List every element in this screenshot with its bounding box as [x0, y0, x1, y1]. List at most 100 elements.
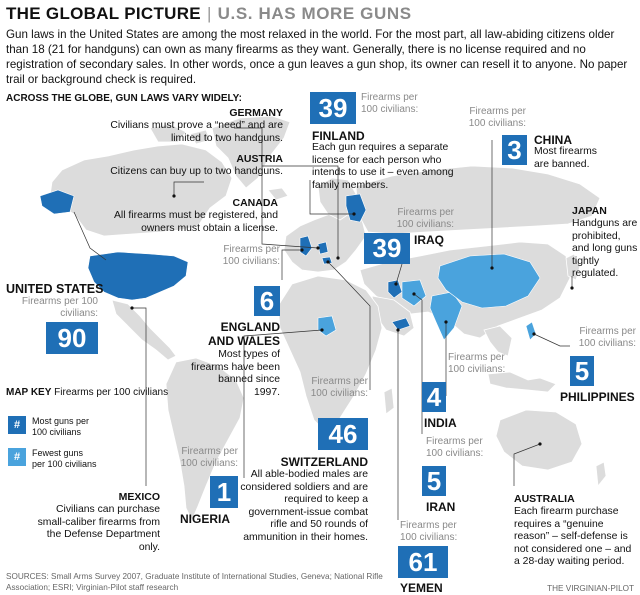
switzerland-value-box: 46	[318, 418, 368, 450]
philippines-name: PHILIPPINES	[560, 390, 635, 404]
austria-name: AUSTRIA	[236, 153, 283, 165]
map-key-most-label: Most guns per 100 civilians	[32, 416, 90, 437]
finland-desc: Each gun requires a separate license for…	[312, 142, 454, 191]
iraq-unit: Firearms per 100 civilians:	[396, 207, 454, 230]
finland-value-box: 39	[310, 92, 356, 124]
england-name-line2: AND WALES	[208, 334, 280, 348]
landmass-madagascar	[383, 387, 395, 415]
landmass-southeast-asia	[483, 325, 513, 357]
india-unit: Firearms per 100 civilians:	[448, 352, 506, 375]
leader-finland	[309, 180, 354, 215]
landmass-greenland	[211, 115, 291, 189]
england-desc: Most types of firearms have been banned …	[191, 349, 280, 398]
germany-desc: Civilians must prove a “need” and are li…	[110, 120, 283, 144]
canada-desc: All firearms must be registered, and own…	[113, 210, 278, 234]
country-yemen	[391, 317, 411, 331]
landmass-indonesia	[487, 371, 557, 393]
leader-austria	[262, 165, 339, 258]
leader-switzerland	[327, 261, 371, 390]
china-name: CHINA	[534, 133, 572, 147]
finland-name: FINLAND	[312, 129, 365, 143]
note-germany: GERMANY Civilians must prove a “need” an…	[93, 106, 283, 145]
iran-value-box: 5	[422, 466, 446, 496]
england-unit: Firearms per 100 civilians:	[222, 244, 280, 267]
map-key-title-bold: MAP KEY	[6, 387, 52, 398]
mexico-name: MEXICO	[118, 491, 160, 503]
switzerland-unit: Firearms per 100 civilians:	[310, 376, 368, 399]
mexico-desc: Civilians can purchase small-caliber fir…	[37, 504, 160, 553]
germany-name: GERMANY	[229, 107, 283, 119]
leader-england	[281, 249, 302, 280]
england-name: ENGLAND AND WALES	[180, 320, 280, 348]
map-key-fewest-label: Fewest guns per 100 civilians	[32, 448, 97, 469]
philippines-unit: Firearms per 100 civilians:	[578, 326, 636, 349]
leader-philippines	[533, 333, 570, 347]
switzerland-name: SWITZERLAND	[280, 455, 368, 469]
note-mexico: MEXICO Civilians can purchase small-cali…	[30, 490, 160, 554]
note-japan: JAPAN Handguns are prohibited, and long …	[572, 204, 638, 281]
china-unit: Firearms per 100 civilians:	[468, 106, 526, 129]
australia-desc: Each firearm purchase requires a “genuin…	[514, 506, 632, 568]
country-germany	[317, 241, 329, 255]
landmass-south-america	[165, 357, 245, 521]
england-value-box: 6	[254, 286, 280, 316]
leader-iran	[413, 293, 423, 434]
note-australia: AUSTRALIA Each firearm purchase requires…	[514, 492, 636, 569]
page-title: THE GLOBAL PICTURE | U.S. HAS MORE GUNS	[6, 4, 412, 24]
country-finland	[345, 193, 367, 223]
country-iraq	[387, 279, 403, 299]
callout-united-states: UNITED STATES	[6, 282, 103, 296]
iraq-name: IRAQ	[414, 233, 444, 247]
country-china	[437, 253, 541, 309]
iran-name: IRAN	[426, 500, 456, 514]
india-value-box: 4	[422, 382, 446, 412]
highlight-layer	[39, 189, 541, 341]
us-unit: Firearms per 100 civilians:	[21, 296, 98, 319]
china-desc: Most firearms are banned.	[534, 146, 597, 170]
iraq-value-box: 39	[364, 233, 410, 264]
map-key-fewest-swatch: #	[8, 448, 26, 466]
map-key-title-rest: Firearms per 100 civilians	[51, 387, 169, 398]
leader-nigeria	[243, 329, 323, 478]
leader-lines	[73, 127, 573, 520]
iran-unit: Firearms per 100 civilians:	[426, 436, 484, 459]
nigeria-name: NIGERIA	[180, 512, 231, 526]
us-value-box: 90	[46, 322, 98, 354]
title-separator: |	[206, 4, 212, 23]
us-name: UNITED STATES	[6, 282, 104, 296]
yemen-value-box: 61	[398, 546, 448, 578]
switzerland-desc: All able-bodied males are considered sol…	[240, 469, 368, 543]
country-philippines	[525, 321, 537, 341]
yemen-unit: Firearms per 100 civilians:	[400, 520, 458, 543]
map-key-most-swatch: #	[8, 416, 26, 434]
japan-desc: Handguns are prohibited, and long guns t…	[572, 218, 638, 280]
landmass-iceland	[267, 187, 289, 201]
landmass-africa	[277, 275, 383, 433]
landmass-australia	[495, 409, 583, 471]
india-name: INDIA	[424, 416, 457, 430]
credit-text: THE VIRGINIAN-PILOT	[547, 584, 634, 593]
nigeria-value-box: 1	[210, 476, 238, 508]
finland-unit: Firearms per 100 civilians:	[361, 92, 419, 115]
leader-canada	[173, 181, 204, 196]
title-main: THE GLOBAL PICTURE	[6, 4, 201, 23]
page-subtitle: U.S. HAS MORE GUNS	[217, 4, 412, 23]
australia-name: AUSTRALIA	[514, 493, 575, 505]
landmass-japan	[565, 253, 581, 281]
intro-paragraph: Gun laws in the United States are among …	[6, 28, 628, 86]
landmass-new-zealand	[595, 461, 607, 488]
note-canada: CANADA All firearms must be registered, …	[108, 196, 278, 235]
austria-desc: Citizens can buy up to two handguns.	[110, 166, 283, 177]
nigeria-unit: Firearms per 100 civilians:	[180, 446, 238, 469]
sources-text: SOURCES: Small Arms Survey 2007, Graduat…	[6, 572, 383, 592]
philippines-value-box: 5	[570, 356, 594, 386]
leader-mexico	[132, 307, 147, 486]
globe-heading: ACROSS THE GLOBE, GUN LAWS VARY WIDELY:	[6, 93, 242, 104]
china-value-box: 3	[502, 135, 527, 165]
yemen-name: YEMEN	[400, 581, 443, 595]
landmass-arctic-islands	[149, 123, 211, 145]
country-united-states	[87, 251, 189, 301]
landmass-central-america	[111, 299, 177, 361]
canada-name: CANADA	[232, 197, 279, 209]
